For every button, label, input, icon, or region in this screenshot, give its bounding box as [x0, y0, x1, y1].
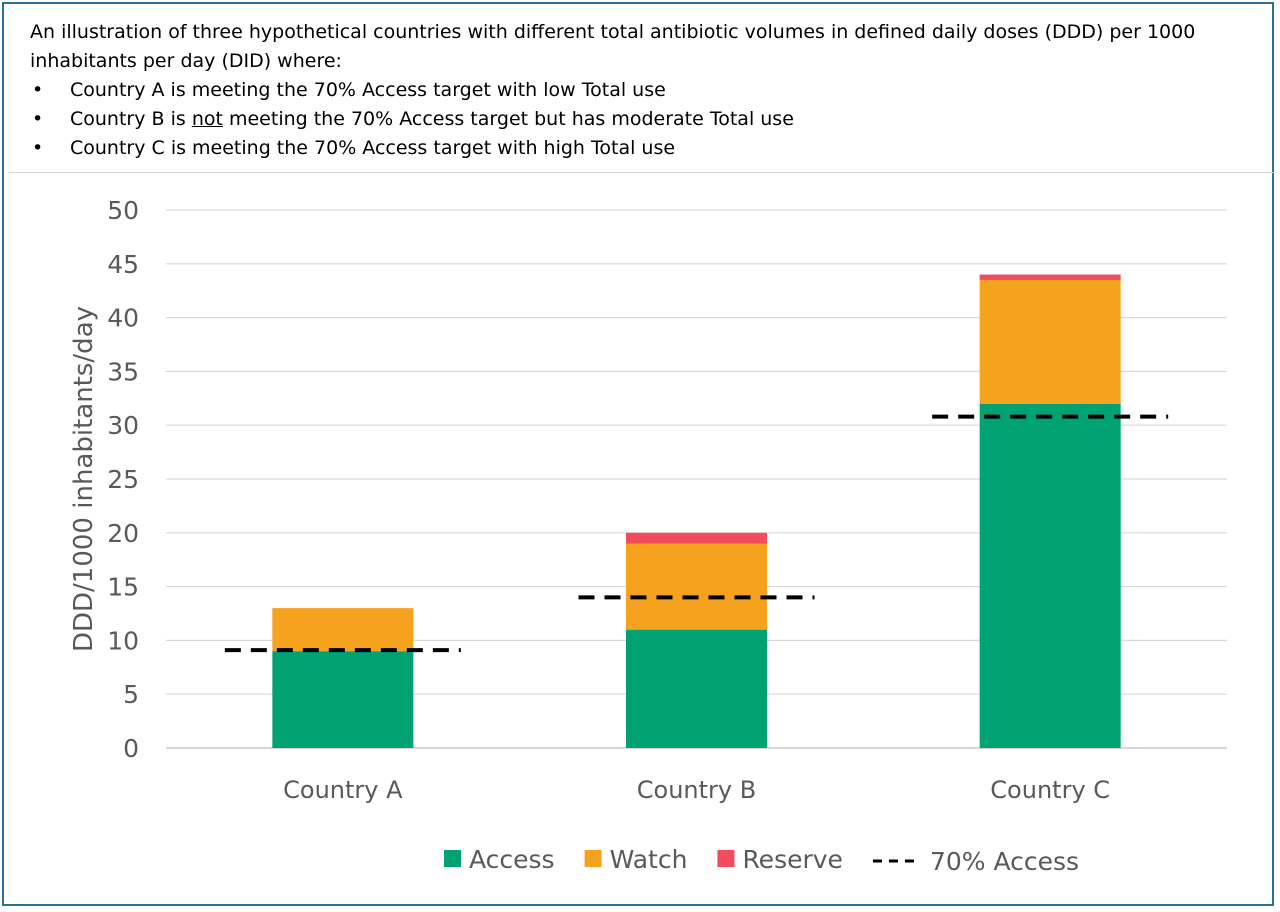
bar-segment-watch [626, 543, 767, 630]
y-tick-label: 40 [107, 304, 139, 333]
x-category-label: Country A [283, 776, 403, 804]
legend-label: 70% Access [930, 847, 1079, 876]
x-category-label: Country B [637, 776, 756, 804]
y-tick-label: 20 [107, 519, 139, 548]
bar-segment-access [272, 651, 414, 748]
legend-label: Watch [610, 845, 688, 874]
y-tick-label: 25 [107, 465, 139, 494]
y-tick-label: 10 [107, 626, 139, 655]
legend-swatch-reserve [717, 850, 735, 867]
chart-area: 0 5 10 15 20 25 30 35 40 45 50 DDD/1000 inhabitants… [9, 172, 1275, 908]
bullet-emphasis: not [191, 108, 223, 130]
legend-label: Access [469, 845, 555, 874]
y-axis-title: DDD/1000 inhabitants/day [69, 306, 99, 652]
bar-segment-reserve [626, 532, 767, 544]
bullet-text: Country B is [70, 108, 192, 130]
bar-segment-watch [979, 279, 1121, 404]
y-tick-label: 30 [107, 411, 139, 440]
y-tick-label: 15 [107, 573, 139, 602]
figure-caption: An illustration of three hypothetical co… [30, 18, 1255, 163]
bullet-text: Country C is meeting the 70% Access targ… [70, 137, 676, 159]
legend-swatch-watch [584, 850, 602, 867]
bar-segment-access [979, 403, 1121, 748]
bar-segment-watch [272, 608, 414, 652]
y-tick-label: 50 [107, 196, 139, 225]
bullet-text: Country A is meeting the 70% Access targ… [70, 79, 666, 101]
legend-swatch-access [444, 850, 461, 867]
caption-bullet: Country A is meeting the 70% Access targ… [30, 76, 1255, 105]
bar-segment-access [626, 629, 767, 748]
bar-segment-reserve [979, 274, 1121, 280]
y-tick-label: 45 [107, 250, 139, 279]
caption-intro: An illustration of three hypothetical co… [30, 21, 1196, 72]
stacked-bar-chart: 0 5 10 15 20 25 30 35 40 45 50 DDD/1000 inhabitants… [69, 196, 1227, 876]
x-category-label: Country C [990, 776, 1110, 804]
caption-bullet: Country B is not meeting the 70% Access … [30, 105, 1255, 134]
y-tick-label: 0 [123, 734, 139, 763]
y-tick-label: 5 [123, 680, 139, 709]
bullet-text-tail: meeting the 70% Access target but has mo… [222, 108, 794, 130]
y-tick-label: 35 [107, 357, 139, 386]
caption-bullet: Country C is meeting the 70% Access targ… [30, 134, 1255, 163]
caption-bullets: Country A is meeting the 70% Access targ… [30, 76, 1255, 163]
legend-label: Reserve [742, 845, 843, 874]
